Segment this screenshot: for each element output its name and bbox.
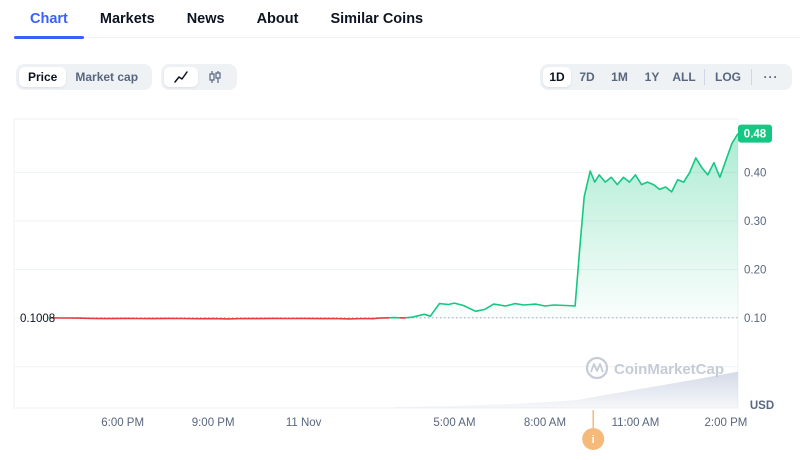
y-tick-label: 0.30 [744,216,766,228]
event-marker[interactable] [582,428,605,450]
candlestick-button[interactable] [198,67,232,87]
event-marker-label: i [592,434,595,446]
range-1y-button[interactable]: 1Y [644,70,660,84]
range-1d-button[interactable]: 1D [543,67,571,87]
price-line-down [52,317,390,320]
range-1m-button[interactable]: 1M [611,70,628,84]
range-toggle: 1D 7D 1M 1Y ALL LOG ··· [540,64,792,90]
line-chart-icon [174,71,188,83]
price-chart-svg: 0.10 0.20 0.30 0.40 6:00 PM 9:00 PM 11 Nov 5:00… [13,118,774,450]
price-area-up [405,133,738,318]
x-tick-label: 11:00 AM [612,417,660,429]
range-7d-button[interactable]: 7D [579,70,595,84]
watermark: CoinMarketCap [585,356,724,380]
log-scale-button[interactable]: LOG [715,70,741,84]
current-price-badge [738,124,772,143]
tab-markets[interactable]: Markets [99,11,155,27]
x-tick-label: 6:00 PM [101,417,144,429]
x-tick-label: 9:00 PM [192,417,235,429]
price-line-up [404,133,739,319]
watermark-text: CoinMarketCap [614,361,724,378]
chart-style-toggle [161,64,237,90]
current-price-label: 0.48 [744,129,767,141]
toolbar-divider [751,69,752,85]
x-tick-label: 2:00 PM [705,417,748,429]
y-tick-label: 0.40 [744,167,766,179]
toolbar-divider [704,69,705,85]
x-tick-label: 11 Nov [286,417,322,429]
y-tick-label: 0.10 [744,313,766,325]
open-price-label: 0.1008 [20,313,55,325]
tab-similar-coins[interactable]: Similar Coins [330,11,424,27]
line-chart-button[interactable] [164,67,198,87]
y-tick-label: 0.20 [744,265,766,277]
tab-bar: Chart Markets News About Similar Coins [14,0,800,39]
x-tick-label: 5:00 AM [433,417,475,429]
more-options-button[interactable]: ··· [763,70,779,84]
range-all-button[interactable]: ALL [672,70,696,84]
price-chart: 0.10 0.20 0.30 0.40 6:00 PM 9:00 PM 11 Nov 5:00… [0,110,800,460]
tab-chart[interactable]: Chart [14,0,84,39]
metric-toggle: Price Market cap [16,64,152,90]
x-tick-label: 8:00 AM [524,417,566,429]
volume-area [394,371,738,408]
tab-news[interactable]: News [186,11,225,27]
tab-about[interactable]: About [256,11,299,27]
candlestick-icon [209,71,221,83]
price-button[interactable]: Price [19,67,67,87]
market-cap-button[interactable]: Market cap [75,70,139,84]
currency-label: USD [750,400,774,412]
